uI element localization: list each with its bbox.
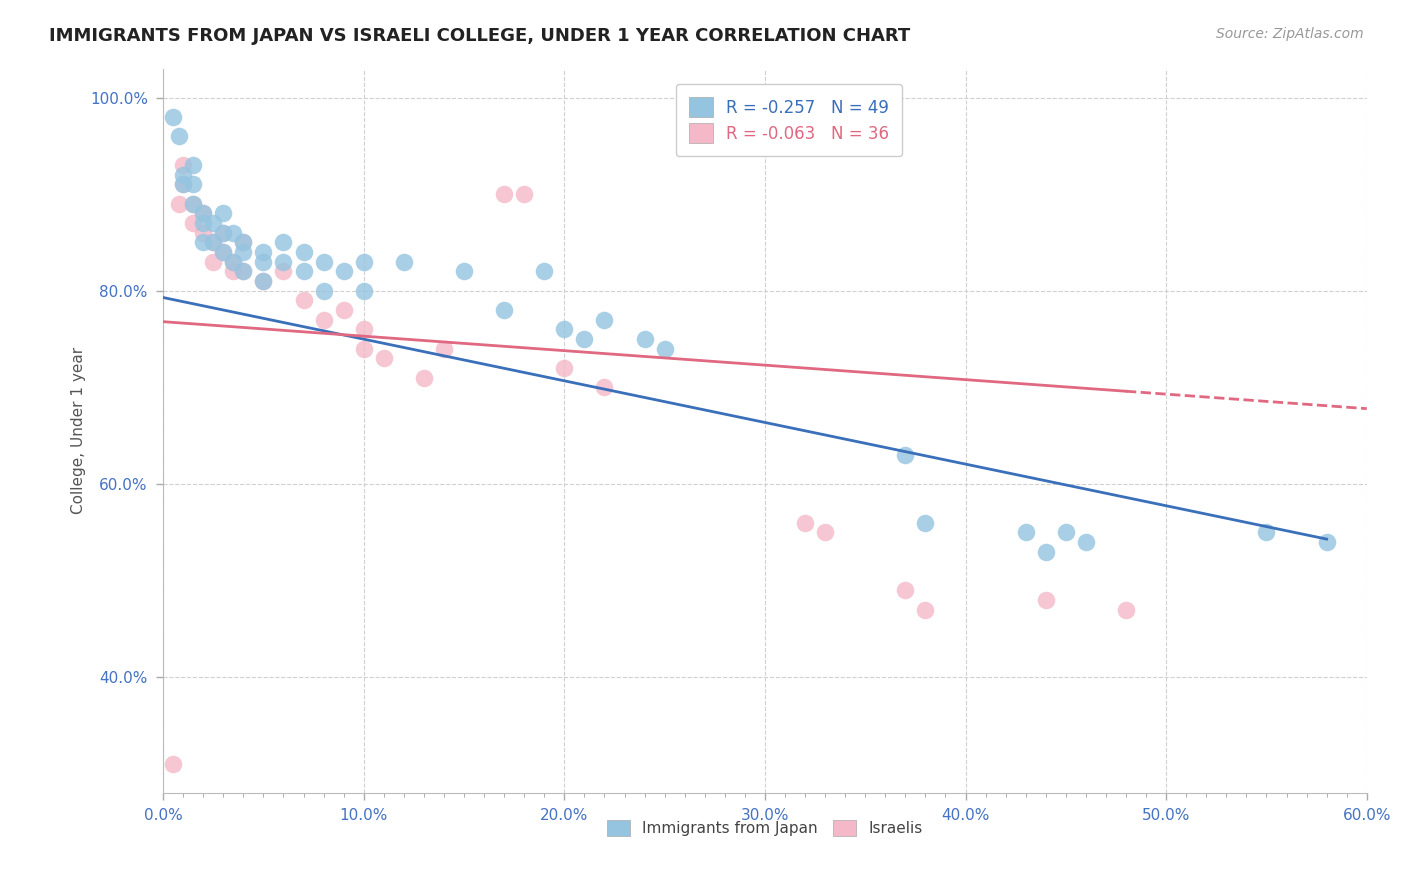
Point <box>232 245 254 260</box>
Point <box>212 226 235 240</box>
Point <box>292 264 315 278</box>
Point <box>252 274 274 288</box>
Point <box>1035 544 1057 558</box>
Point <box>574 332 596 346</box>
Text: IMMIGRANTS FROM JAPAN VS ISRAELI COLLEGE, UNDER 1 YEAR CORRELATION CHART: IMMIGRANTS FROM JAPAN VS ISRAELI COLLEGE… <box>49 27 911 45</box>
Point <box>413 370 436 384</box>
Point <box>181 178 204 192</box>
Point <box>273 254 295 268</box>
Point <box>212 206 235 220</box>
Point <box>232 264 254 278</box>
Point <box>633 332 655 346</box>
Point <box>202 235 225 250</box>
Point <box>894 448 917 462</box>
Point <box>167 196 190 211</box>
Point <box>212 245 235 260</box>
Point <box>533 264 555 278</box>
Point <box>172 178 194 192</box>
Point <box>914 516 936 530</box>
Point <box>273 235 295 250</box>
Point <box>193 216 215 230</box>
Point <box>513 187 536 202</box>
Point <box>232 264 254 278</box>
Point <box>894 583 917 598</box>
Point <box>292 245 315 260</box>
Point <box>353 342 375 356</box>
Legend: R = -0.257   N = 49, R = -0.063   N = 36: R = -0.257 N = 49, R = -0.063 N = 36 <box>676 84 903 156</box>
Point <box>222 264 245 278</box>
Point <box>814 525 837 540</box>
Point <box>273 264 295 278</box>
Point <box>353 254 375 268</box>
Point <box>353 322 375 336</box>
Point <box>212 226 235 240</box>
Point <box>332 303 354 318</box>
Point <box>654 342 676 356</box>
Point <box>222 254 245 268</box>
Point <box>252 274 274 288</box>
Point <box>181 196 204 211</box>
Point <box>202 216 225 230</box>
Point <box>1256 525 1278 540</box>
Point <box>332 264 354 278</box>
Point <box>453 264 475 278</box>
Point <box>914 602 936 616</box>
Point <box>162 110 184 124</box>
Point <box>292 293 315 308</box>
Point <box>222 226 245 240</box>
Point <box>553 361 575 376</box>
Point <box>353 284 375 298</box>
Point <box>312 254 335 268</box>
Point <box>1115 602 1137 616</box>
Point <box>1035 593 1057 607</box>
Point <box>193 226 215 240</box>
Point <box>553 322 575 336</box>
Point <box>373 351 395 366</box>
Point <box>193 235 215 250</box>
Point <box>212 245 235 260</box>
Point <box>1316 535 1339 549</box>
Point <box>193 206 215 220</box>
Point <box>232 235 254 250</box>
Point <box>181 196 204 211</box>
Point <box>172 178 194 192</box>
Point <box>593 380 616 394</box>
Point <box>494 303 516 318</box>
Text: Source: ZipAtlas.com: Source: ZipAtlas.com <box>1216 27 1364 41</box>
Point <box>222 254 245 268</box>
Point <box>167 129 190 144</box>
Point <box>433 342 456 356</box>
Point <box>593 312 616 326</box>
Point <box>312 312 335 326</box>
Point <box>181 158 204 172</box>
Y-axis label: College, Under 1 year: College, Under 1 year <box>72 347 86 515</box>
Point <box>162 757 184 772</box>
Point <box>252 254 274 268</box>
Point <box>794 516 817 530</box>
Point <box>181 216 204 230</box>
Point <box>202 235 225 250</box>
Point <box>202 254 225 268</box>
Point <box>232 235 254 250</box>
Point <box>494 187 516 202</box>
Point <box>1054 525 1077 540</box>
Point <box>1074 535 1097 549</box>
Point <box>252 245 274 260</box>
Point <box>392 254 415 268</box>
Point <box>172 158 194 172</box>
Point <box>312 284 335 298</box>
Point <box>1015 525 1038 540</box>
Point <box>172 168 194 182</box>
Point <box>193 206 215 220</box>
